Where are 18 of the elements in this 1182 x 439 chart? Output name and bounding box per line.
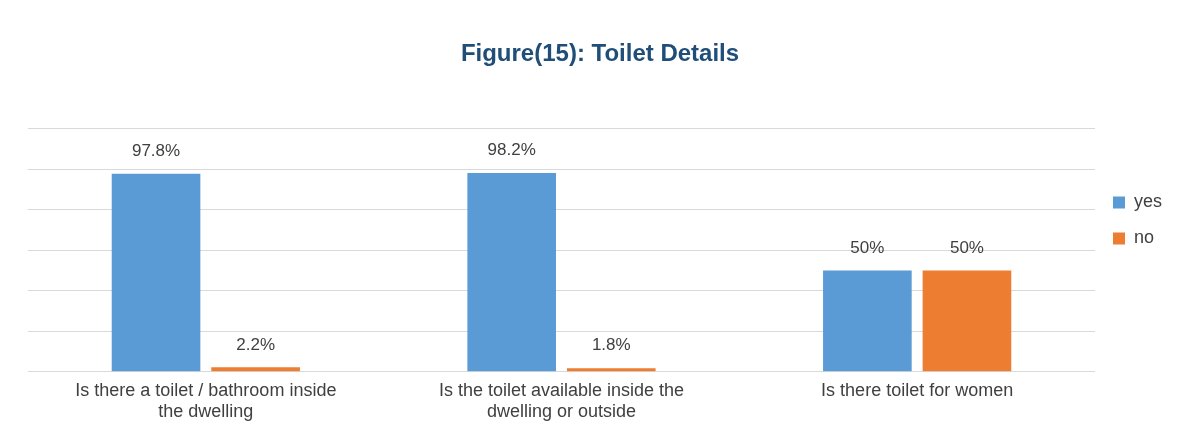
legend-label: yes: [1133, 191, 1162, 212]
legend-label: no: [1133, 227, 1155, 248]
x-tick-label: Is there toilet for women: [821, 379, 1014, 400]
data-label: 50%: [850, 237, 885, 257]
bar: [922, 270, 1012, 372]
bar: [823, 270, 912, 372]
data-label: 2.2%: [236, 334, 275, 354]
x-tick-label: Is there a toilet / bathroom inside the dwelling: [75, 379, 337, 422]
data-label: 50%: [949, 237, 984, 257]
bar: [566, 368, 656, 372]
data-label: 98.2%: [487, 140, 536, 160]
bar: [111, 173, 201, 372]
chart-title: Figure(15): Toilet Details: [460, 39, 740, 67]
data-label: 97.8%: [131, 140, 181, 160]
x-tick-label: Is the toilet available inside the dwelling or outside: [438, 379, 685, 422]
data-label: 1.8%: [591, 335, 631, 355]
bar: [467, 172, 557, 372]
bar: [211, 367, 300, 372]
